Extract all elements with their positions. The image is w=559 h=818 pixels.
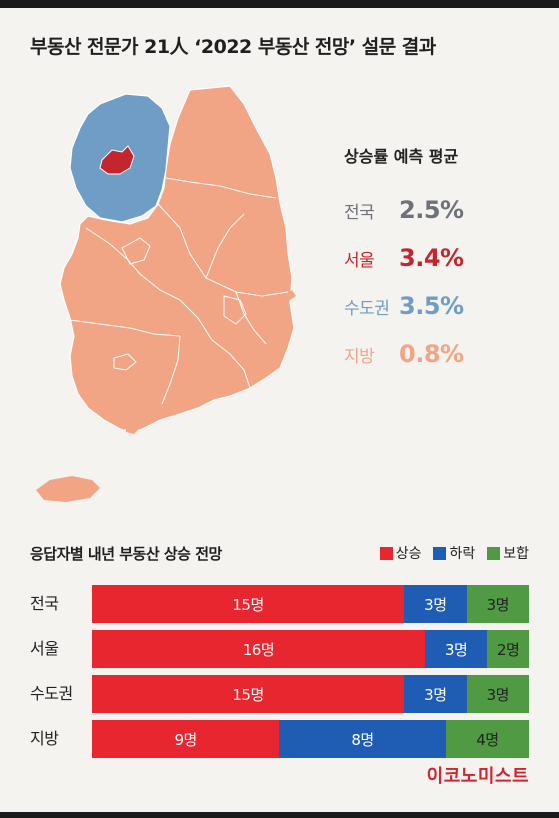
map-local-region xyxy=(59,85,295,431)
legend-swatch-fall xyxy=(433,546,447,560)
row-label: 지방 xyxy=(30,729,59,748)
average-value: 3.4% xyxy=(399,244,464,272)
average-label: 수도권 xyxy=(344,299,390,319)
bar-segment-rise: 15명 xyxy=(92,675,405,713)
legend-item-fall: 하락 xyxy=(433,543,475,563)
average-label: 지방 xyxy=(344,347,375,367)
bar-segment-hold: 4명 xyxy=(445,720,529,758)
row-label: 전국 xyxy=(30,594,59,613)
bar-segment-rise: 15명 xyxy=(92,585,405,623)
average-value: 0.8% xyxy=(399,340,464,368)
legend-label: 상승 xyxy=(395,546,422,562)
chart-legend: 상승 하락 보합 xyxy=(379,543,529,563)
map-seoul-region xyxy=(99,145,135,175)
average-row-capital: 수도권 3.5% xyxy=(344,292,464,320)
bottom-bar xyxy=(0,812,559,818)
stacked-bar-chart: 전국 15명 3명 3명 서울 16명 3명 2명 수도권 15명 3명 3명 지방 9명 8명 4명 xyxy=(0,575,559,758)
legend-label: 보합 xyxy=(503,546,529,562)
chart-title: 응답자별 내년 부동산 상승 전망 xyxy=(30,545,222,563)
legend-item-rise: 상승 xyxy=(379,543,422,563)
map-island xyxy=(126,422,140,434)
average-row-local: 지방 0.8% xyxy=(344,340,464,368)
bar-segment-fall: 3명 xyxy=(404,675,467,713)
page-title: 부동산 전문가 21人 ‘2022 부동산 전망’ 설문 결과 xyxy=(30,36,436,58)
average-row-seoul: 서울 3.4% xyxy=(344,244,464,272)
average-value: 3.5% xyxy=(399,292,464,320)
brand-logo: 이코노미스트 xyxy=(426,766,529,787)
legend-item-hold: 보합 xyxy=(487,543,529,563)
stacked-bar: 15명 3명 3명 xyxy=(92,585,529,623)
legend-label: 하락 xyxy=(449,546,476,562)
average-title: 상승률 예측 평균 xyxy=(344,147,459,166)
bar-segment-fall: 3명 xyxy=(424,630,488,668)
map-island xyxy=(142,412,150,420)
bar-segment-hold: 2명 xyxy=(487,630,529,668)
bar-segment-hold: 3명 xyxy=(466,675,529,713)
bar-segment-rise: 9명 xyxy=(92,720,280,758)
stacked-bar: 9명 8명 4명 xyxy=(92,720,529,758)
stacked-bar: 15명 3명 3명 xyxy=(92,675,529,713)
korea-map xyxy=(36,85,296,502)
bar-segment-fall: 8명 xyxy=(279,720,446,758)
row-label: 수도권 xyxy=(30,684,73,703)
map-island xyxy=(286,290,296,300)
legend-swatch-hold xyxy=(487,546,501,560)
average-row-national: 전국 2.5% xyxy=(344,196,464,224)
row-label: 서울 xyxy=(30,639,59,658)
stacked-bar: 16명 3명 2명 xyxy=(92,630,529,668)
average-label: 서울 xyxy=(344,251,375,271)
province-borders xyxy=(69,177,289,405)
average-value: 2.5% xyxy=(399,196,464,224)
average-label: 전국 xyxy=(344,203,375,223)
bar-segment-rise: 16명 xyxy=(92,630,425,668)
bar-segment-hold: 3명 xyxy=(466,585,529,623)
legend-swatch-rise xyxy=(379,546,393,560)
top-bar xyxy=(0,0,559,8)
bar-segment-fall: 3명 xyxy=(404,585,467,623)
map-jeju-region xyxy=(36,476,100,502)
